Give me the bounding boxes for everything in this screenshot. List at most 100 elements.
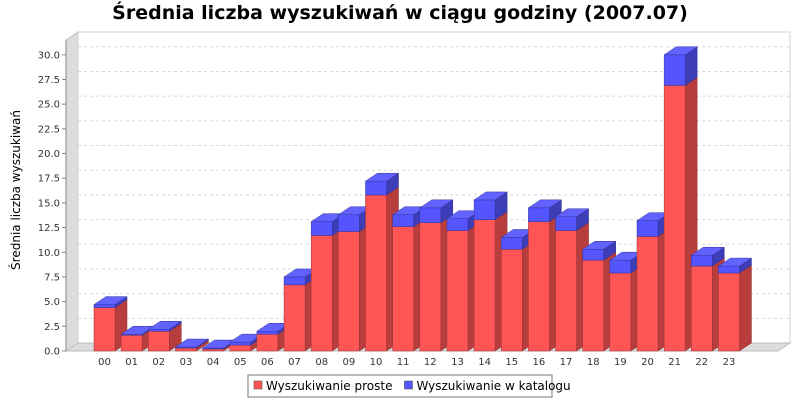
bar-catalog <box>473 199 496 220</box>
bar-side <box>739 264 752 352</box>
chart-title: Średnia liczba wyszukiwań w ciągu godzin… <box>112 0 688 24</box>
bar-simple <box>202 348 224 352</box>
bar-top <box>473 191 508 201</box>
x-tick-label: 07 <box>288 357 301 368</box>
bar-catalog <box>310 221 333 236</box>
bar-group-02 <box>147 320 183 352</box>
bar-catalog <box>365 180 387 196</box>
x-tick-label: 13 <box>451 357 464 368</box>
bar-simple <box>338 231 360 352</box>
bar-catalog <box>283 276 306 286</box>
bar-top <box>418 199 454 209</box>
y-tick-label: 17.5 <box>38 174 60 185</box>
legend: Wyszukiwanie proste Wyszukiwanie w katalo… <box>247 374 571 398</box>
bar-catalog <box>636 220 659 237</box>
x-tick-label: 20 <box>641 357 654 368</box>
bar-simple <box>528 221 550 352</box>
bar-group-00 <box>93 296 128 352</box>
bar-catalog <box>582 249 604 261</box>
bar-simple <box>446 230 469 352</box>
bar-top <box>554 208 590 217</box>
y-axis-label: Średnia liczba wyszukiwań <box>8 110 23 270</box>
legend-box <box>247 374 553 398</box>
bar-top <box>527 199 563 209</box>
x-tick-label: 06 <box>261 357 274 368</box>
bar-simple <box>229 344 251 352</box>
x-tick-label: 21 <box>668 357 681 368</box>
bar-simple <box>93 307 116 352</box>
bar-catalog <box>555 216 577 231</box>
x-tick-label: 23 <box>723 357 736 368</box>
x-tick-label: 10 <box>370 357 383 368</box>
x-tick-label: 14 <box>478 357 491 368</box>
x-tick-label: 15 <box>505 357 518 368</box>
bar-catalog <box>392 214 414 227</box>
bar-catalog <box>691 254 713 267</box>
x-tick-label: 18 <box>587 357 600 368</box>
y-tick-label: 20.0 <box>38 149 60 160</box>
bar-simple <box>256 333 279 352</box>
bar-catalog <box>501 237 523 250</box>
bar-catalog <box>609 259 632 274</box>
bar-group-03 <box>174 338 210 352</box>
bar-simple <box>691 265 713 352</box>
bar-simple <box>609 272 632 352</box>
y-tick-label: 12.5 <box>38 223 60 234</box>
legend-entry: Wyszukiwanie w katalogu <box>416 379 570 393</box>
bar-catalog <box>718 265 740 274</box>
x-tick-label: 02 <box>152 357 165 368</box>
x-tick-label: 01 <box>125 357 138 368</box>
legend-swatch <box>253 380 263 390</box>
bar-catalog <box>148 329 170 332</box>
y-tick-label: 25.0 <box>38 100 60 111</box>
bars <box>93 46 753 352</box>
y-tick-label: 27.5 <box>38 75 60 86</box>
x-tick-label: 16 <box>533 357 546 368</box>
bar-simple <box>663 85 686 352</box>
x-tick-label: 19 <box>614 357 627 368</box>
bar-catalog <box>528 207 550 222</box>
x-tick-label: 11 <box>397 357 410 368</box>
bar-simple <box>718 272 740 352</box>
bar-simple <box>582 259 604 352</box>
legend-entry: Wyszukiwanie proste <box>266 379 392 393</box>
bar-top <box>581 241 617 250</box>
bar-top <box>147 321 183 330</box>
bar-catalog <box>256 331 279 335</box>
y-tick-label: 22.5 <box>38 124 60 135</box>
bar-group-23 <box>717 257 753 352</box>
x-tick-label: 04 <box>207 357 220 368</box>
bar-top <box>174 338 210 348</box>
bar-simple <box>501 249 523 352</box>
y-tick-label: 30.0 <box>38 50 60 61</box>
bar-group-21 <box>663 46 698 352</box>
plot-left-wall <box>65 31 79 352</box>
bar-simple <box>365 194 387 352</box>
bar-simple <box>283 284 306 352</box>
bar-top <box>93 296 128 305</box>
bar-top <box>663 46 698 56</box>
x-tick-label: 12 <box>424 357 437 368</box>
bar-top <box>717 257 753 267</box>
y-tick-label: 10.0 <box>38 248 60 259</box>
x-tick-label: 22 <box>695 357 708 368</box>
bar-simple <box>120 334 143 352</box>
x-axis-ticks: 00 01 02 03 04 05 06 07 08 09 10 11 12 13 14 15 16 17 18 19… <box>98 357 735 368</box>
y-axis-ticks: 0.0 2.5 5.0 7.5 10.0 12.5 15.0 17.5 20.0 22.5 25.0… <box>38 50 66 358</box>
x-tick-label: 03 <box>180 357 193 368</box>
y-tick-label: 0.0 <box>44 347 60 358</box>
x-tick-label: 17 <box>560 357 573 368</box>
x-tick-label: 05 <box>234 357 247 368</box>
bar-simple <box>636 236 659 352</box>
bar-catalog <box>338 214 360 232</box>
bar-top <box>690 246 726 256</box>
legend-swatch <box>404 380 413 390</box>
bar-catalog <box>446 218 469 231</box>
bar-catalog <box>93 304 116 308</box>
bar-simple <box>473 219 496 352</box>
y-tick-label: 5.0 <box>44 297 60 308</box>
x-tick-label: 08 <box>315 357 328 368</box>
bar-catalog <box>229 341 251 346</box>
bar-catalog <box>663 54 686 86</box>
